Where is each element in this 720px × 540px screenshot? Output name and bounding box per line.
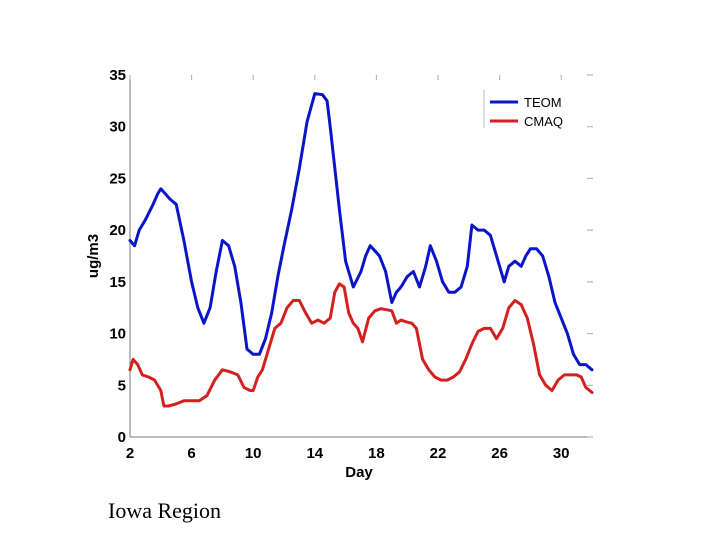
x-tick-label: 10 bbox=[245, 445, 262, 462]
x-tick-label: 14 bbox=[306, 445, 323, 462]
y-ticks: 0 5 10 15 20 25 30 35 bbox=[109, 67, 593, 446]
x-tick-label: 2 bbox=[126, 445, 134, 462]
y-tick-label: 5 bbox=[118, 377, 126, 394]
y-tick-label: 15 bbox=[109, 274, 126, 291]
legend-label-teom: TEOM bbox=[524, 95, 562, 110]
y-tick-label: 0 bbox=[118, 429, 126, 446]
x-tick-label: 18 bbox=[368, 445, 385, 462]
series-line-cmaq bbox=[128, 282, 594, 408]
y-tick-label: 20 bbox=[109, 222, 126, 239]
x-tick-label: 6 bbox=[187, 445, 195, 462]
y-tick-label: 35 bbox=[109, 67, 126, 84]
x-tick-label: 30 bbox=[553, 445, 570, 462]
series-line-teom bbox=[128, 92, 594, 372]
y-tick-label: 10 bbox=[109, 326, 126, 343]
y-tick-label: 30 bbox=[109, 119, 126, 136]
y-axis-label: ug/m3 bbox=[85, 234, 102, 278]
legend-label-cmaq: CMAQ bbox=[524, 114, 563, 129]
y-tick-label: 25 bbox=[109, 170, 126, 187]
x-tick-label: 26 bbox=[491, 445, 508, 462]
legend: TEOM CMAQ bbox=[483, 90, 563, 129]
series-group bbox=[128, 92, 594, 408]
axes bbox=[129, 75, 592, 438]
x-tick-label: 22 bbox=[430, 445, 447, 462]
x-axis-label: Day bbox=[345, 464, 373, 481]
x-ticks: 2 6 10 14 18 22 26 30 bbox=[126, 75, 570, 462]
region-caption: Iowa Region bbox=[108, 498, 222, 523]
